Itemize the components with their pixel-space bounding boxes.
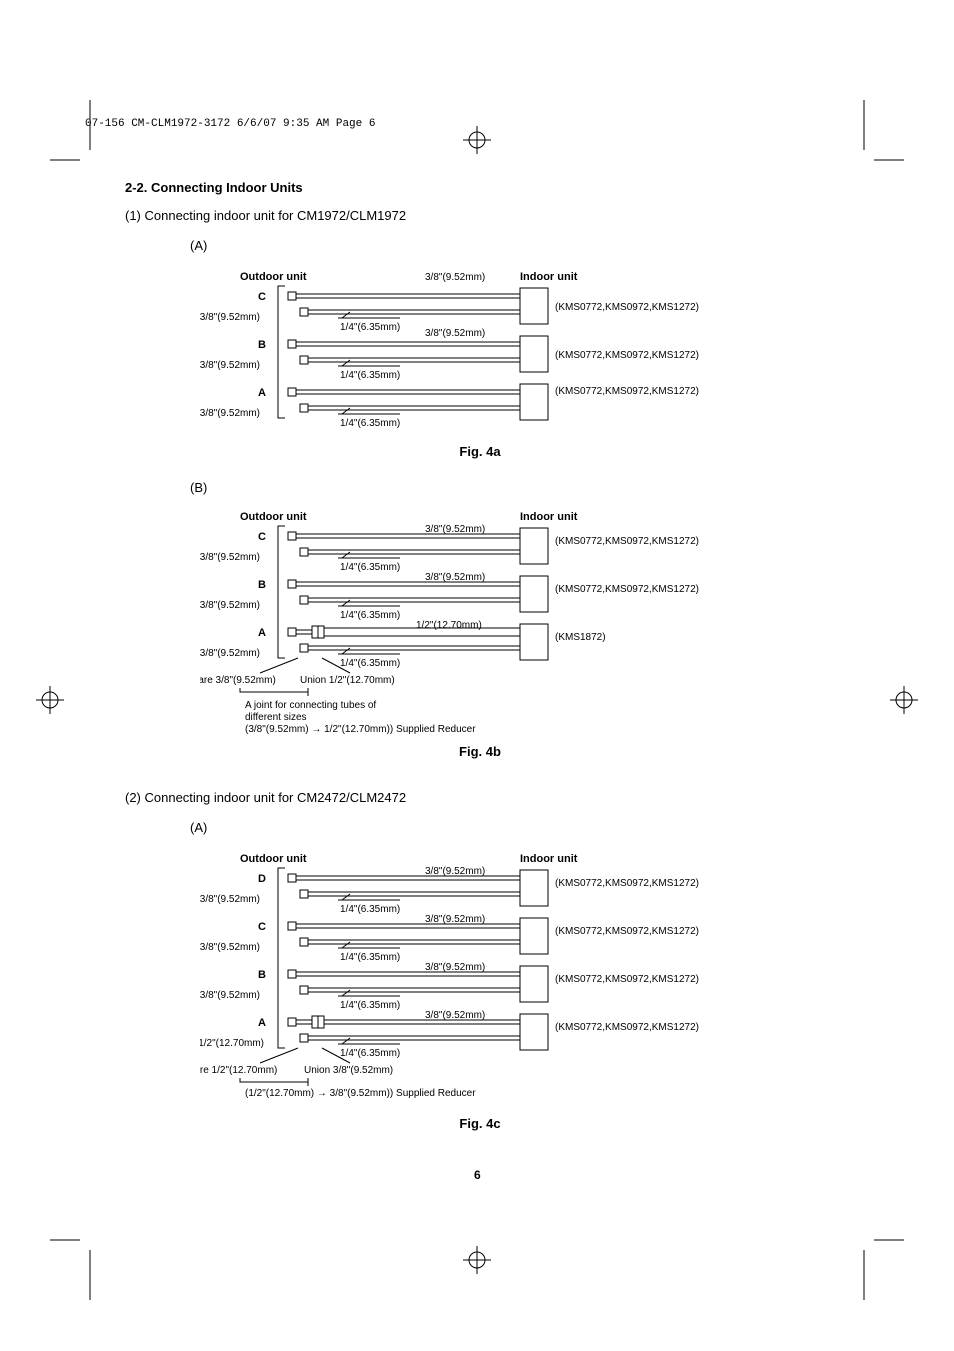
size-label: 3/8"(9.52mm) [200,648,260,659]
fig4c-caption: Fig. 4c [430,1116,530,1131]
outdoor-unit-label: Outdoor unit [240,853,307,865]
models-label: (KMS0772,KMS0972,KMS1272) [555,584,699,595]
models-label: (KMS0772,KMS0972,KMS1272) [555,974,699,985]
union-label: Union 3/8"(9.52mm) [304,1065,393,1076]
size-label: 3/8"(9.52mm) [200,408,260,419]
sub-a-label-1: (A) [190,238,207,253]
item2-title: (2) Connecting indoor unit for CM2472/CL… [125,790,406,805]
indoor-unit-box [520,576,548,612]
joint-note-line1: A joint for connecting tubes of [245,700,376,711]
indoor-unit-label: Indoor unit [520,853,578,865]
indoor-unit-box [520,336,548,372]
page-number: 6 [474,1168,481,1182]
outdoor-unit-label: Outdoor unit [240,511,307,523]
models-label: (KMS0772,KMS0972,KMS1272) [555,926,699,937]
port-a-label: A [258,387,266,399]
models-label: (KMS0772,KMS0972,KMS1272) [555,536,699,547]
models-label: (KMS1872) [555,632,606,643]
pipe-row [288,340,520,364]
pipe-row [288,626,520,652]
reducer-note: (1/2"(12.70mm) → 3/8"(9.52mm)) Supplied … [245,1088,476,1099]
union-label: Union 1/2"(12.70mm) [300,675,395,686]
size-label: 1/4"(6.35mm) [340,952,400,963]
fig4b-caption: Fig. 4b [430,744,530,759]
pipe-row [288,532,520,556]
size-label: 3/8"(9.52mm) [425,328,485,339]
models-label: (KMS0772,KMS0972,KMS1272) [555,302,699,313]
size-label: 1/2"(12.70mm) [416,620,482,631]
section-title: 2-2. Connecting Indoor Units [125,180,303,195]
indoor-unit-box [520,870,548,906]
item1-title: (1) Connecting indoor unit for CM1972/CL… [125,208,406,223]
port-a-label: A [258,1017,266,1029]
sub-a-label-2: (A) [190,820,207,835]
diagram-4a: Outdoor unit Indoor unit C 3/8"(9.52mm) [200,268,780,433]
port-c-label: C [258,291,266,303]
size-label: 1/4"(6.35mm) [340,418,400,428]
pipe-row [288,922,520,946]
pipe-row [288,874,520,898]
indoor-unit-box [520,288,548,324]
joint-note-line2: different sizes [245,712,307,723]
indoor-unit-label: Indoor unit [520,271,578,283]
indoor-unit-box [520,624,548,660]
indoor-unit-label: Indoor unit [520,511,578,523]
indoor-unit-box [520,966,548,1002]
size-label: 1/4"(6.35mm) [340,1000,400,1011]
flare-label: Flare 3/8"(9.52mm) [200,675,276,686]
size-label: 1/4"(6.35mm) [340,904,400,915]
size-label: 1/4"(6.35mm) [340,562,400,573]
size-label: 3/8"(9.52mm) [200,312,260,323]
size-label: 3/8"(9.52mm) [200,990,260,1001]
port-b-label: B [258,339,266,351]
models-label: (KMS0772,KMS0972,KMS1272) [555,350,699,361]
size-label: 3/8"(9.52mm) [200,894,260,905]
size-label: 3/8"(9.52mm) [425,524,485,535]
size-label: 1/4"(6.35mm) [340,658,400,669]
indoor-unit-box [520,1014,548,1050]
outdoor-unit-label: Outdoor unit [240,271,307,283]
size-label: 3/8"(9.52mm) [425,914,485,925]
size-label: 3/8"(9.52mm) [425,962,485,973]
models-label: (KMS0772,KMS0972,KMS1272) [555,386,699,397]
pipe-row [288,292,520,316]
pipe-row [288,388,520,412]
size-label: 3/8"(9.52mm) [200,360,260,371]
size-label: 1/4"(6.35mm) [340,370,400,381]
port-a-label: A [258,627,266,639]
fig4a-caption: Fig. 4a [430,444,530,459]
pipe-row [288,580,520,604]
port-d-label: D [258,873,266,885]
diagram-4c: Outdoor unit Indoor unit D 3/8"(9.52mm) … [200,850,780,1115]
size-label: 3/8"(9.52mm) [425,572,485,583]
size-label: 1/4"(6.35mm) [340,322,400,333]
reducer-note: (3/8"(9.52mm) → 1/2"(12.70mm)) Supplied … [245,724,476,735]
models-label: (KMS0772,KMS0972,KMS1272) [555,1022,699,1033]
port-c-label: C [258,531,266,543]
size-label: 1/2"(12.70mm) [200,1038,264,1049]
diagram-4b: Outdoor unit Indoor unit C 3/8"(9.52mm) … [200,508,780,743]
port-b-label: B [258,579,266,591]
indoor-unit-box [520,528,548,564]
size-label: 3/8"(9.52mm) [200,552,260,563]
size-label: 3/8"(9.52mm) [200,942,260,953]
models-label: (KMS0772,KMS0972,KMS1272) [555,878,699,889]
port-b-label: B [258,969,266,981]
flare-label: Flare 1/2"(12.70mm) [200,1065,277,1076]
pipe-row [288,970,520,994]
size-label: 1/4"(6.35mm) [340,1048,400,1059]
size-label: 3/8"(9.52mm) [425,272,485,283]
size-label: 3/8"(9.52mm) [425,1010,485,1021]
size-label: 1/4"(6.35mm) [340,610,400,621]
indoor-unit-box [520,918,548,954]
size-label: 3/8"(9.52mm) [425,866,485,877]
size-label: 3/8"(9.52mm) [200,600,260,611]
sub-b-label: (B) [190,480,207,495]
port-c-label: C [258,921,266,933]
indoor-unit-box [520,384,548,420]
